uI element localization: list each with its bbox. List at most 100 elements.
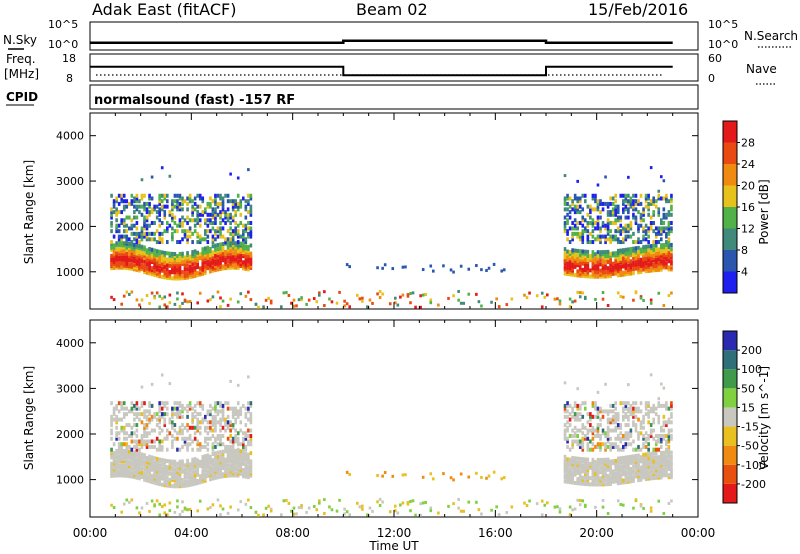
power-cell — [211, 226, 215, 231]
velocity-cell — [140, 460, 144, 465]
velocity-cell — [654, 465, 658, 470]
velocity-cell — [206, 461, 210, 466]
velocity-cell — [660, 428, 663, 433]
power-cell — [376, 292, 379, 296]
velocity-cell — [622, 466, 625, 471]
velocity-cell — [198, 444, 202, 449]
velocity-cell — [670, 454, 673, 459]
velocity-cell — [163, 464, 167, 469]
power-cell — [201, 265, 205, 270]
velocity-cell — [576, 417, 579, 422]
velocity-cell — [236, 461, 240, 466]
power-cell — [122, 218, 126, 223]
velocity-cell — [135, 444, 139, 449]
power-cell — [627, 199, 630, 204]
power-cell — [236, 207, 240, 212]
velocity-cell — [138, 412, 141, 417]
power-cell — [622, 260, 625, 265]
velocity-cell — [206, 459, 210, 464]
power-cell — [665, 240, 668, 245]
velocity-cell — [584, 465, 587, 470]
power-cell — [632, 240, 635, 245]
velocity-cell — [143, 439, 146, 444]
velocity-cell — [198, 447, 202, 452]
velocity-cell — [234, 450, 237, 455]
power-cell — [198, 237, 202, 242]
velocity-cell — [619, 464, 623, 469]
power-cell — [606, 260, 610, 265]
velocity-cell — [216, 450, 220, 455]
velocity-cell — [649, 434, 653, 439]
power-cell — [566, 193, 569, 198]
velocity-cell — [133, 458, 136, 463]
velocity-cell — [594, 474, 597, 479]
power-cell — [155, 259, 159, 264]
velocity-cell — [183, 475, 187, 480]
power-cell — [356, 293, 359, 297]
power-cell — [135, 215, 139, 220]
power-cell — [143, 263, 146, 268]
velocity-cell — [163, 511, 167, 515]
power-cell — [193, 249, 197, 254]
power-cell — [586, 253, 590, 258]
velocity-cell — [125, 471, 129, 476]
velocity-cell — [148, 417, 151, 422]
velocity-cell — [459, 472, 463, 476]
velocity-cell — [596, 442, 600, 447]
power-cell — [604, 237, 607, 242]
power-cell — [502, 268, 506, 272]
power-cell — [211, 237, 215, 242]
power-cell — [214, 220, 217, 225]
velocity-cell — [183, 425, 187, 430]
power-cell — [447, 296, 450, 300]
power-cell — [224, 262, 227, 267]
power-cell — [115, 255, 118, 260]
power-cell — [614, 263, 617, 268]
power-cell — [609, 212, 612, 217]
velocity-cell — [236, 412, 240, 417]
velocity-cell — [188, 476, 192, 481]
velocity-cell — [642, 467, 645, 472]
power-cell — [540, 291, 544, 295]
noise-tick-bottom-left: 10^0 — [48, 38, 78, 51]
velocity-cell — [138, 447, 141, 452]
power-cell — [629, 271, 633, 276]
velocity-cell — [120, 510, 123, 514]
velocity-cell — [120, 452, 123, 457]
velocity-cell — [128, 423, 131, 428]
velocity-cell — [528, 499, 531, 503]
velocity-cell — [642, 436, 645, 441]
velocity-cell — [662, 454, 666, 459]
velocity-cell — [584, 425, 587, 430]
power-cell — [236, 245, 240, 250]
velocity-cell — [148, 456, 151, 461]
velocity-cell — [657, 439, 661, 444]
velocity-cell — [591, 474, 595, 479]
velocity-cell — [231, 473, 235, 478]
power-cell — [181, 223, 184, 228]
power-cell — [196, 193, 199, 198]
power-cell — [609, 263, 612, 268]
power-cell — [315, 300, 319, 304]
velocity-cell — [627, 479, 630, 484]
velocity-cell — [632, 464, 635, 469]
power-cell — [128, 247, 131, 252]
power-cell — [201, 199, 205, 204]
power-cell — [660, 218, 663, 223]
power-cell — [236, 300, 240, 304]
velocity-cell — [591, 472, 595, 477]
power-cell — [120, 302, 123, 306]
power-cell — [178, 255, 182, 260]
power-cell — [566, 265, 569, 270]
velocity-cell — [616, 477, 620, 482]
power-cell — [318, 291, 321, 295]
velocity-cell — [216, 475, 220, 480]
power-cell — [216, 263, 220, 268]
velocity-cell — [594, 482, 597, 487]
power-cell — [239, 259, 243, 264]
power-cell — [670, 193, 673, 198]
power-cell — [206, 240, 210, 245]
velocity-cell — [627, 457, 630, 462]
velocity-cell — [578, 473, 582, 478]
velocity-cell — [115, 425, 118, 430]
